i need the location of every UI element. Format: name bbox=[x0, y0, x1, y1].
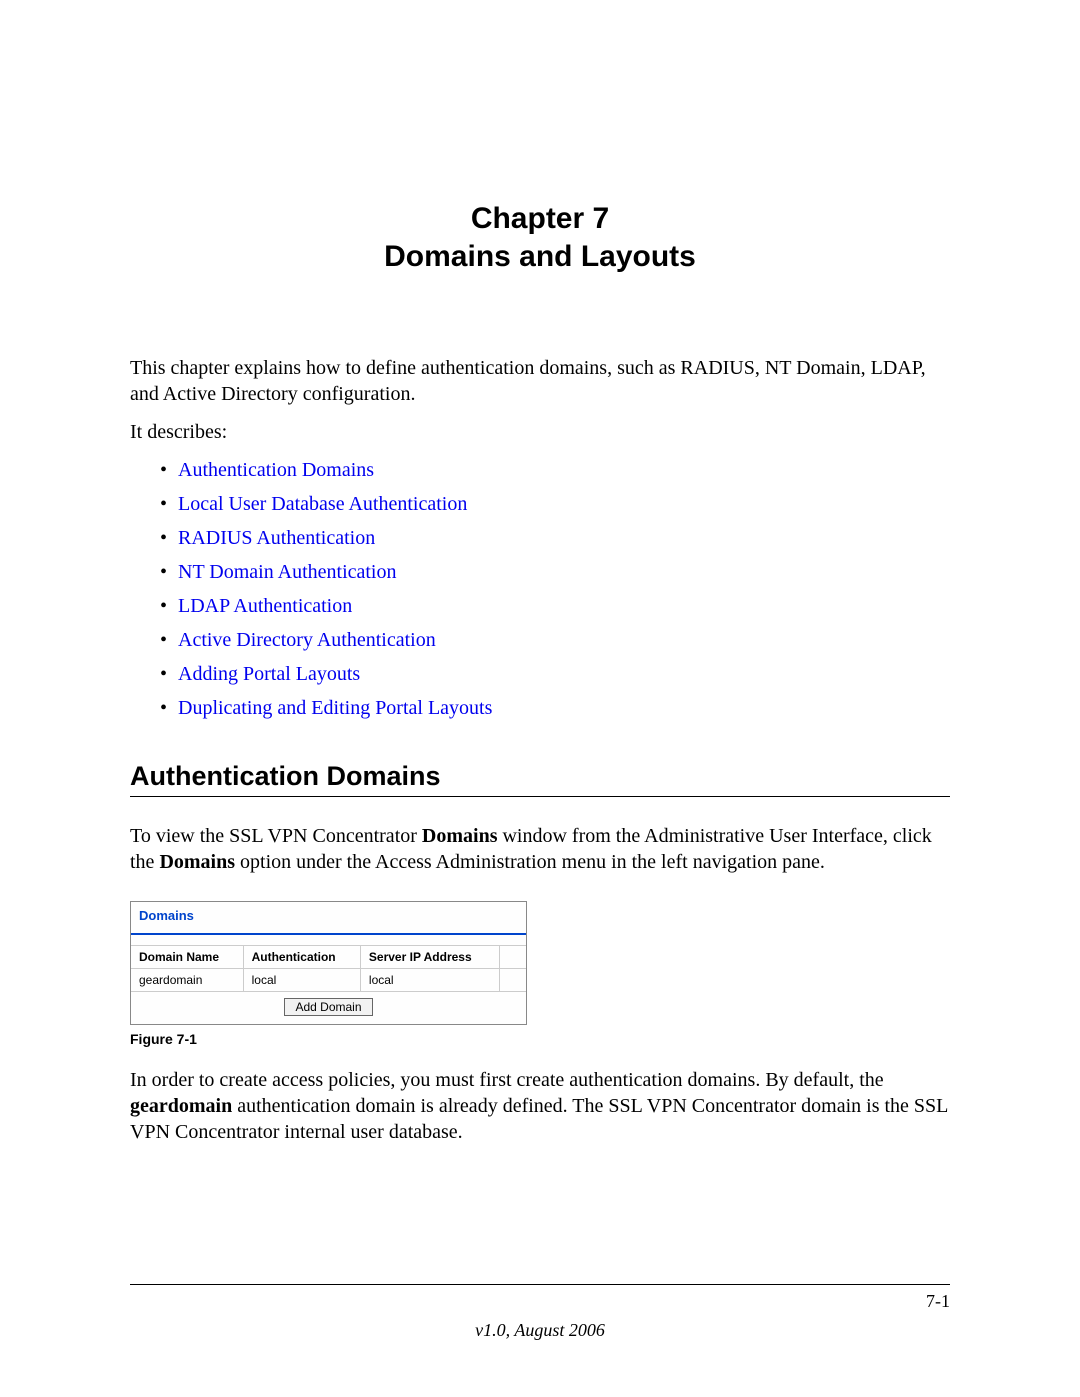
figure-domains-window: Domains Domain Name Authentication Serve… bbox=[130, 901, 527, 1025]
th-blank bbox=[500, 946, 527, 969]
td-domain-name: geardomain bbox=[131, 969, 243, 992]
page-number: 7-1 bbox=[130, 1291, 950, 1312]
link-local-user-db[interactable]: Local User Database Authentication bbox=[178, 493, 467, 515]
th-domain-name: Domain Name bbox=[131, 946, 243, 969]
section-rule bbox=[130, 796, 950, 797]
add-domain-button[interactable]: Add Domain bbox=[284, 998, 372, 1016]
td-blank bbox=[500, 969, 527, 992]
section-heading: Authentication Domains bbox=[130, 761, 950, 792]
figure-caption: Figure 7-1 bbox=[130, 1031, 950, 1047]
figure-title: Domains bbox=[131, 902, 526, 935]
link-radius[interactable]: RADIUS Authentication bbox=[178, 527, 375, 549]
describes-label: It describes: bbox=[130, 419, 950, 445]
table-row: geardomain local local bbox=[131, 969, 526, 992]
chapter-title: Chapter 7 Domains and Layouts bbox=[130, 200, 950, 275]
p2-c: authentication domain is already defined… bbox=[130, 1095, 948, 1143]
p1-b: Domains bbox=[422, 825, 498, 847]
td-authentication: local bbox=[243, 969, 360, 992]
p2-a: In order to create access policies, you … bbox=[130, 1069, 884, 1091]
p2-b: geardomain bbox=[130, 1095, 232, 1117]
chapter-line1: Chapter 7 bbox=[130, 200, 950, 238]
paragraph-1: To view the SSL VPN Concentrator Domains… bbox=[130, 823, 950, 875]
toc-links: Authentication Domains Local User Databa… bbox=[130, 457, 950, 721]
page: Chapter 7 Domains and Layouts This chapt… bbox=[0, 0, 1080, 1397]
link-dup-edit-layouts[interactable]: Duplicating and Editing Portal Layouts bbox=[178, 697, 492, 719]
th-authentication: Authentication bbox=[243, 946, 360, 969]
link-nt-domain[interactable]: NT Domain Authentication bbox=[178, 561, 397, 583]
p1-a: To view the SSL VPN Concentrator bbox=[130, 825, 422, 847]
footer-rule bbox=[130, 1284, 950, 1285]
link-active-directory[interactable]: Active Directory Authentication bbox=[178, 629, 436, 651]
version-text: v1.0, August 2006 bbox=[130, 1320, 950, 1341]
p1-e: option under the Access Administration m… bbox=[235, 851, 825, 873]
table-header-row: Domain Name Authentication Server IP Add… bbox=[131, 946, 526, 969]
link-auth-domains[interactable]: Authentication Domains bbox=[178, 459, 374, 481]
th-server-ip: Server IP Address bbox=[360, 946, 499, 969]
chapter-line2: Domains and Layouts bbox=[130, 238, 950, 276]
td-server-ip: local bbox=[360, 969, 499, 992]
p1-d: Domains bbox=[159, 851, 235, 873]
link-portal-layouts[interactable]: Adding Portal Layouts bbox=[178, 663, 360, 685]
page-footer: 7-1 v1.0, August 2006 bbox=[130, 1276, 950, 1341]
link-ldap[interactable]: LDAP Authentication bbox=[178, 595, 352, 617]
domains-table: Domain Name Authentication Server IP Add… bbox=[131, 945, 526, 992]
paragraph-2: In order to create access policies, you … bbox=[130, 1067, 950, 1145]
button-row: Add Domain bbox=[131, 992, 526, 1024]
intro-paragraph: This chapter explains how to define auth… bbox=[130, 355, 950, 407]
